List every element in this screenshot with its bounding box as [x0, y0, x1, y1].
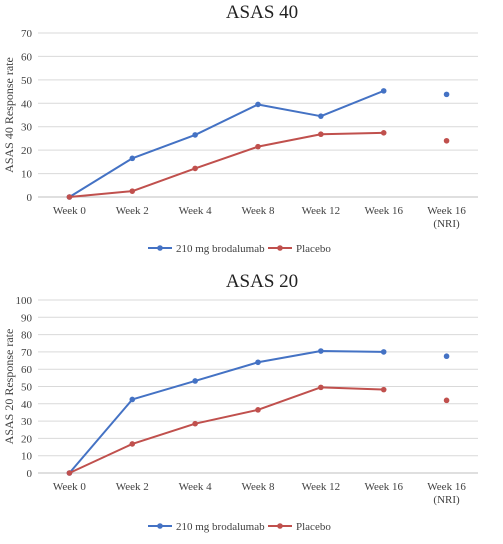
data-point-210-mg-brodalumab [318, 348, 324, 354]
y-tick-label: 50 [21, 382, 33, 394]
chart-title: ASAS 20 [226, 271, 298, 292]
y-tick-label: 60 [21, 51, 33, 63]
x-tick-label: Week 0 [53, 481, 87, 493]
x-tick-label: Week 0 [53, 205, 87, 217]
data-point-placebo [380, 386, 387, 393]
nri-point-210-mg-brodalumab [443, 91, 450, 98]
y-tick-label: 30 [21, 416, 33, 428]
x-tick-label: Week 8 [241, 481, 275, 493]
legend: 210 mg brodalumab Placebo [148, 521, 331, 533]
chart-asas-40: ASAS 40 0 10 20 30 40 50 60 70 ASAS 40 Response r… [2, 2, 478, 255]
x-tick-label: Week 12 [302, 481, 341, 493]
data-point-placebo [380, 130, 387, 136]
legend-label: Placebo [296, 521, 331, 533]
data-point-210-mg-brodalumab [318, 113, 324, 119]
data-point-placebo [129, 188, 136, 194]
y-tick-label: 40 [21, 399, 33, 411]
legend-swatch-marker [277, 245, 283, 251]
y-tick-label: 20 [21, 145, 33, 157]
legend-label: Placebo [296, 243, 331, 255]
legend-swatch-marker [157, 245, 163, 251]
x-tick-label: Week 2 [116, 205, 149, 217]
y-tick-label: 50 [21, 75, 33, 87]
y-tick-label: 100 [16, 295, 33, 307]
x-tick-label: Week 8 [241, 205, 275, 217]
data-point-placebo [255, 407, 261, 413]
data-point-placebo [66, 194, 73, 200]
data-point-210-mg-brodalumab [129, 155, 136, 162]
chart-title: ASAS 40 [226, 2, 298, 23]
y-tick-label: 0 [27, 192, 33, 204]
y-tick-label: 10 [21, 451, 33, 463]
data-point-placebo [192, 165, 198, 172]
data-point-210-mg-brodalumab [255, 359, 261, 366]
y-tick-label: 70 [21, 28, 33, 40]
x-tick-label: Week 4 [179, 205, 213, 217]
y-tick-label: 40 [21, 98, 33, 110]
nri-point-placebo [443, 137, 450, 144]
x-tick-label: Week 4 [179, 481, 213, 493]
legend-swatch-marker [277, 523, 283, 529]
nri-point-210-mg-brodalumab [443, 353, 450, 360]
legend: 210 mg brodalumab Placebo [148, 243, 331, 255]
data-point-placebo [255, 143, 261, 150]
x-tick-label: Week 16 (NRI) [427, 205, 466, 230]
x-tick-label: Week 16 [364, 205, 403, 217]
legend-label: 210 mg brodalumab [176, 243, 265, 255]
data-point-placebo [318, 131, 324, 138]
y-tick-label: 70 [21, 347, 33, 359]
nri-point-placebo [443, 397, 450, 404]
y-tick-label: 60 [21, 364, 33, 376]
y-tick-label: 30 [21, 122, 33, 134]
x-tick-label: Week 16 (NRI) [427, 481, 466, 506]
data-point-210-mg-brodalumab [192, 132, 198, 138]
y-tick-label: 0 [27, 468, 33, 480]
y-tick-label: 10 [21, 169, 33, 181]
data-point-placebo [318, 384, 324, 391]
data-point-210-mg-brodalumab [129, 396, 136, 403]
x-tick-label: Week 12 [302, 205, 341, 217]
x-tick-label: Week 2 [116, 481, 149, 493]
y-axis-label: ASAS 40 Response rate [2, 57, 16, 173]
series-line-placebo [69, 131, 384, 198]
series-line-placebo [69, 386, 384, 474]
legend-swatch-marker [157, 523, 163, 529]
data-point-placebo [129, 441, 136, 447]
data-point-210-mg-brodalumab [380, 349, 387, 355]
legend-label: 210 mg brodalumab [176, 521, 265, 533]
chart-asas-20: ASAS 20 0 10 20 30 40 50 60 70 80 90 100 ASAS 20 Res… [2, 271, 478, 533]
y-tick-label: 20 [21, 433, 33, 445]
data-point-210-mg-brodalumab [192, 378, 198, 384]
data-point-210-mg-brodalumab [380, 88, 387, 94]
x-tick-label: Week 16 [364, 481, 403, 493]
series-line-210-mg-brodalumab [68, 350, 384, 474]
data-point-210-mg-brodalumab [255, 101, 261, 108]
y-tick-label: 80 [21, 330, 33, 342]
series-line-210-mg-brodalumab [68, 89, 385, 198]
y-axis-label: ASAS 20 Response rate [2, 329, 16, 445]
data-point-placebo [66, 470, 73, 476]
y-tick-label: 90 [21, 312, 33, 324]
data-point-placebo [192, 420, 198, 427]
